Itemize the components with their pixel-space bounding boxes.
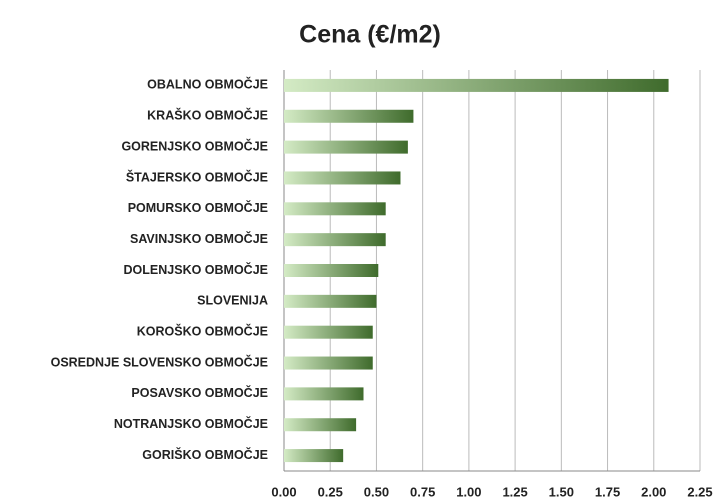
y-tick-label: SAVINJSKO OBMOČJE [130,231,268,246]
x-tick-label: 1.25 [502,484,527,499]
x-tick-label: 1.00 [456,484,481,499]
x-tick-label: 2.25 [687,484,712,499]
chart-title: Cena (€/m2) [299,21,441,49]
bar [284,233,386,247]
x-tick-label: 0.50 [364,484,389,499]
y-tick-label: GORENJSKO OBMOČJE [121,138,268,153]
x-tick-label: 1.75 [595,484,620,499]
y-tick-label: OSREDNJE SLOVENSKO OBMOČJE [51,354,268,369]
bar [284,294,377,308]
y-tick-label: SLOVENIJA [197,294,268,308]
x-tick-label: 0.00 [271,484,296,499]
y-tick-label: NOTRANJSKO OBMOČJE [114,416,268,431]
bar [284,202,386,216]
y-tick-label: KRAŠKO OBMOČJE [147,108,268,123]
bar [284,171,401,185]
bar [284,418,357,432]
bar [284,78,669,92]
bar [284,140,408,154]
bar [284,264,379,277]
x-tick-label: 0.25 [318,484,343,499]
y-tick-label: DOLENJSKO OBMOČJE [124,262,268,277]
y-tick-label: KOROŠKO OBMOČJE [137,323,268,338]
bar [284,449,344,463]
y-tick-label: GORIŠKO OBMOČJE [142,447,268,462]
x-tick-label: 2.00 [641,484,666,499]
bar [284,387,364,401]
y-tick-label: ŠTAJERSKO OBMOČJE [126,169,268,184]
x-tick-label: 0.75 [410,484,435,499]
y-tick-label: OBALNO OBMOČJE [147,77,268,92]
y-tick-label: POMURSKO OBMOČJE [128,200,268,215]
bar [284,356,373,370]
bar [284,109,414,123]
x-tick-label: 1.50 [549,484,574,499]
bar [284,325,373,339]
y-tick-label: POSAVSKO OBMOČJE [131,385,268,400]
